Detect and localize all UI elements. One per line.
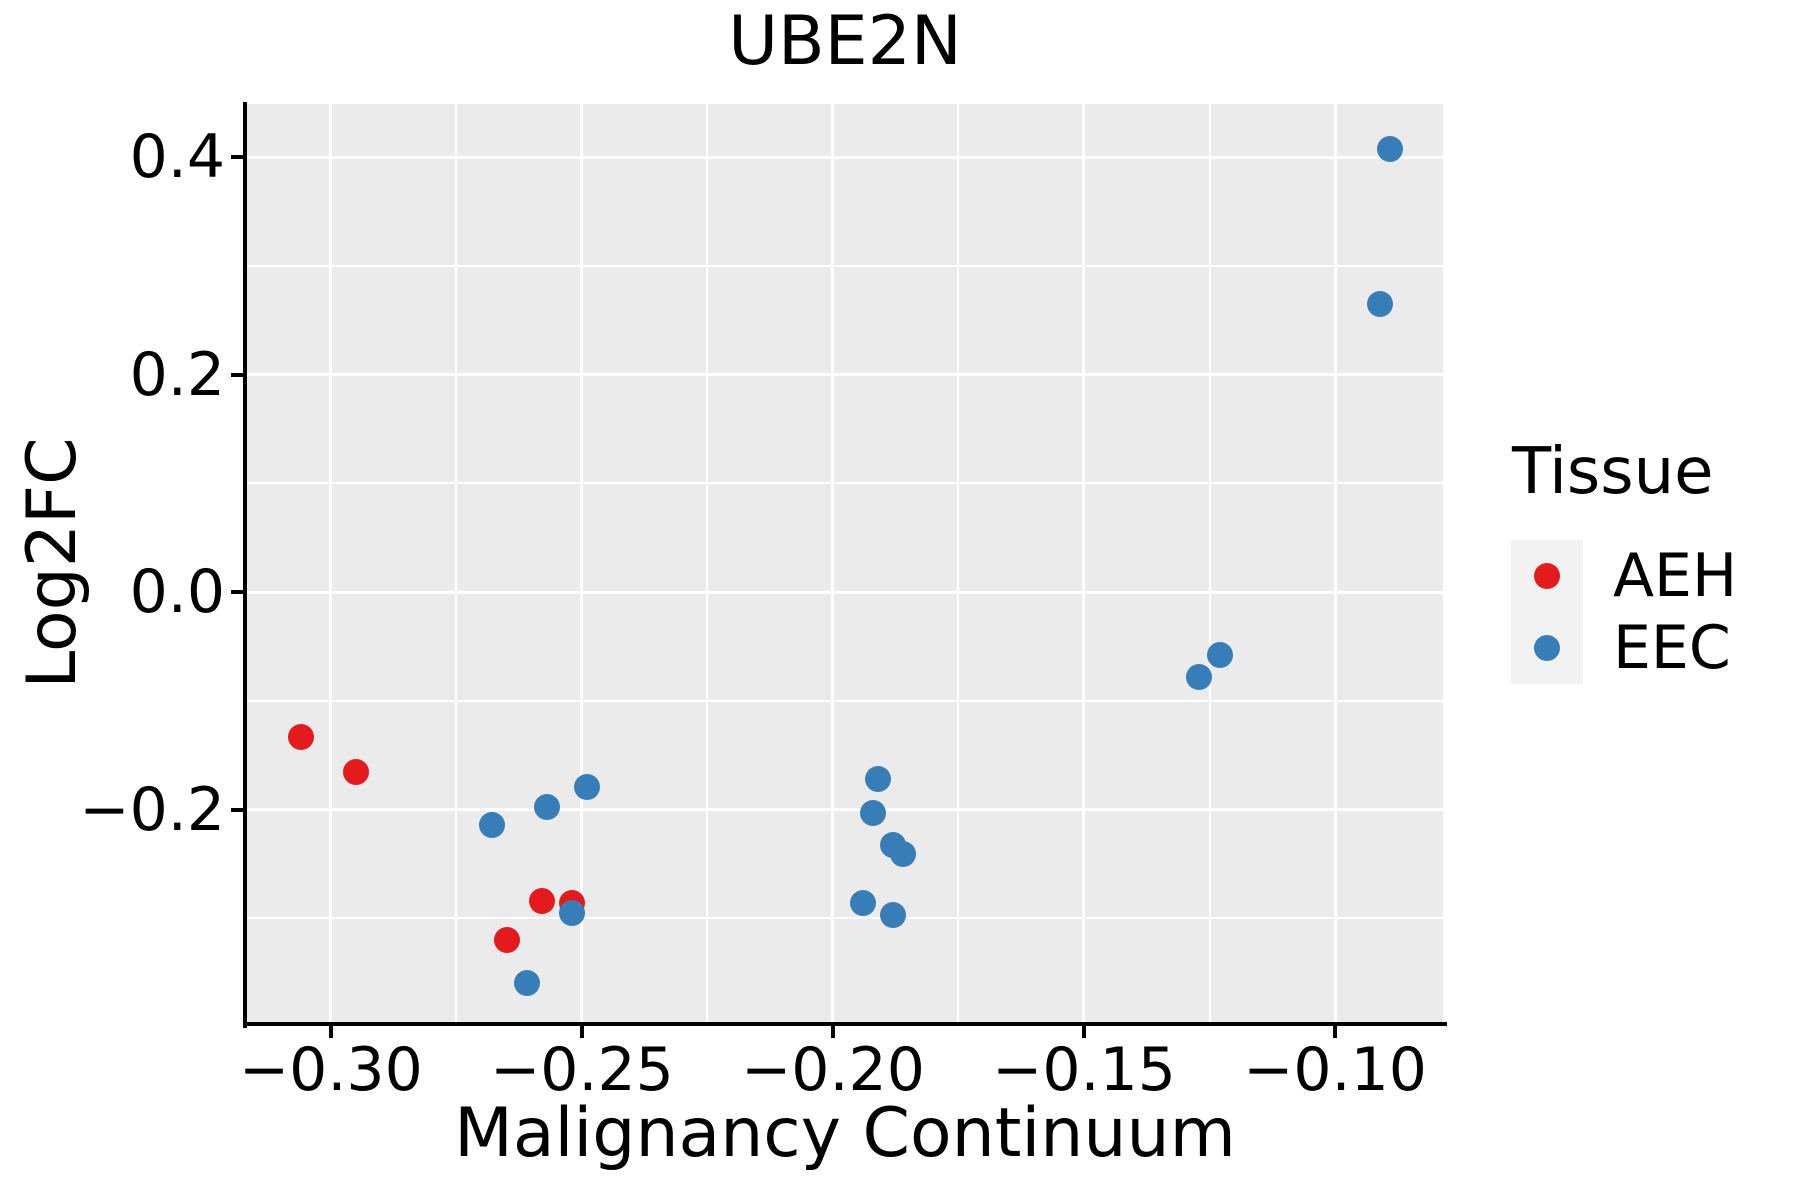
minor-gridline-y (247, 917, 1443, 920)
minor-gridline-x (455, 104, 458, 1022)
legend-key-eec (1511, 612, 1583, 684)
point-eec (1206, 642, 1233, 669)
x-axis-title: Malignancy Continuum (454, 1094, 1236, 1173)
y-tick-label: 0.0 (129, 557, 225, 628)
minor-gridline-y (247, 699, 1443, 702)
x-tick-label: −0.30 (238, 1035, 423, 1105)
legend-marker-eec (1534, 635, 1560, 661)
point-eec (513, 969, 540, 996)
major-gridline-x (329, 104, 333, 1022)
point-eec (1186, 663, 1213, 690)
point-aeh (528, 887, 555, 914)
y-tick-label: 0.2 (129, 339, 225, 410)
x-tick (579, 1026, 584, 1038)
x-tick-label: −0.15 (992, 1035, 1176, 1105)
legend: Tissue AEH EEC (1508, 435, 1737, 684)
x-tick (1081, 1026, 1086, 1038)
x-tick-label: −0.25 (489, 1035, 674, 1105)
legend-item-aeh: AEH (1511, 540, 1737, 612)
minor-gridline-x (1208, 104, 1211, 1022)
point-eec (478, 811, 505, 838)
point-aeh (342, 758, 369, 785)
plot-panel (247, 104, 1443, 1022)
point-eec (533, 794, 560, 821)
y-tick (231, 590, 243, 595)
minor-gridline-y (247, 264, 1443, 267)
x-tick (830, 1026, 835, 1038)
legend-label-eec: EEC (1613, 613, 1731, 683)
legend-key-aeh (1511, 540, 1583, 612)
major-gridline-x (580, 104, 584, 1022)
point-eec (1377, 136, 1404, 163)
point-eec (860, 799, 887, 826)
y-tick (231, 807, 243, 812)
y-tick (231, 155, 243, 160)
point-eec (865, 766, 892, 793)
minor-gridline-x (706, 104, 709, 1022)
x-tick (328, 1026, 333, 1038)
major-gridline-x (1333, 104, 1337, 1022)
point-eec (573, 773, 600, 800)
point-eec (558, 899, 585, 926)
legend-item-eec: EEC (1511, 612, 1731, 684)
major-gridline-y (247, 808, 1443, 812)
major-gridline-y (247, 155, 1443, 159)
point-eec (1367, 290, 1394, 317)
point-eec (890, 841, 917, 868)
y-tick-label: 0.4 (129, 122, 225, 193)
major-gridline-y (247, 373, 1443, 377)
point-aeh (287, 723, 314, 750)
x-tick (1333, 1026, 1338, 1038)
x-axis-line (243, 1022, 1447, 1026)
y-tick-label: −0.2 (79, 774, 225, 845)
point-eec (850, 890, 877, 917)
legend-label-aeh: AEH (1613, 541, 1738, 611)
plot-title: UBE2N (728, 2, 962, 81)
legend-marker-aeh (1534, 563, 1560, 589)
x-tick-label: −0.20 (741, 1035, 925, 1105)
major-gridline-y (247, 590, 1443, 594)
y-axis-line (243, 102, 247, 1028)
minor-gridline-y (247, 482, 1443, 485)
y-tick (231, 372, 243, 377)
major-gridline-x (831, 104, 835, 1022)
major-gridline-x (1082, 104, 1086, 1022)
point-aeh (493, 927, 520, 954)
y-axis-title: Log2FC (13, 437, 92, 689)
legend-title: Tissue (1512, 435, 1714, 509)
minor-gridline-x (957, 104, 960, 1022)
point-eec (880, 902, 907, 929)
x-tick-label: −0.10 (1243, 1035, 1427, 1105)
